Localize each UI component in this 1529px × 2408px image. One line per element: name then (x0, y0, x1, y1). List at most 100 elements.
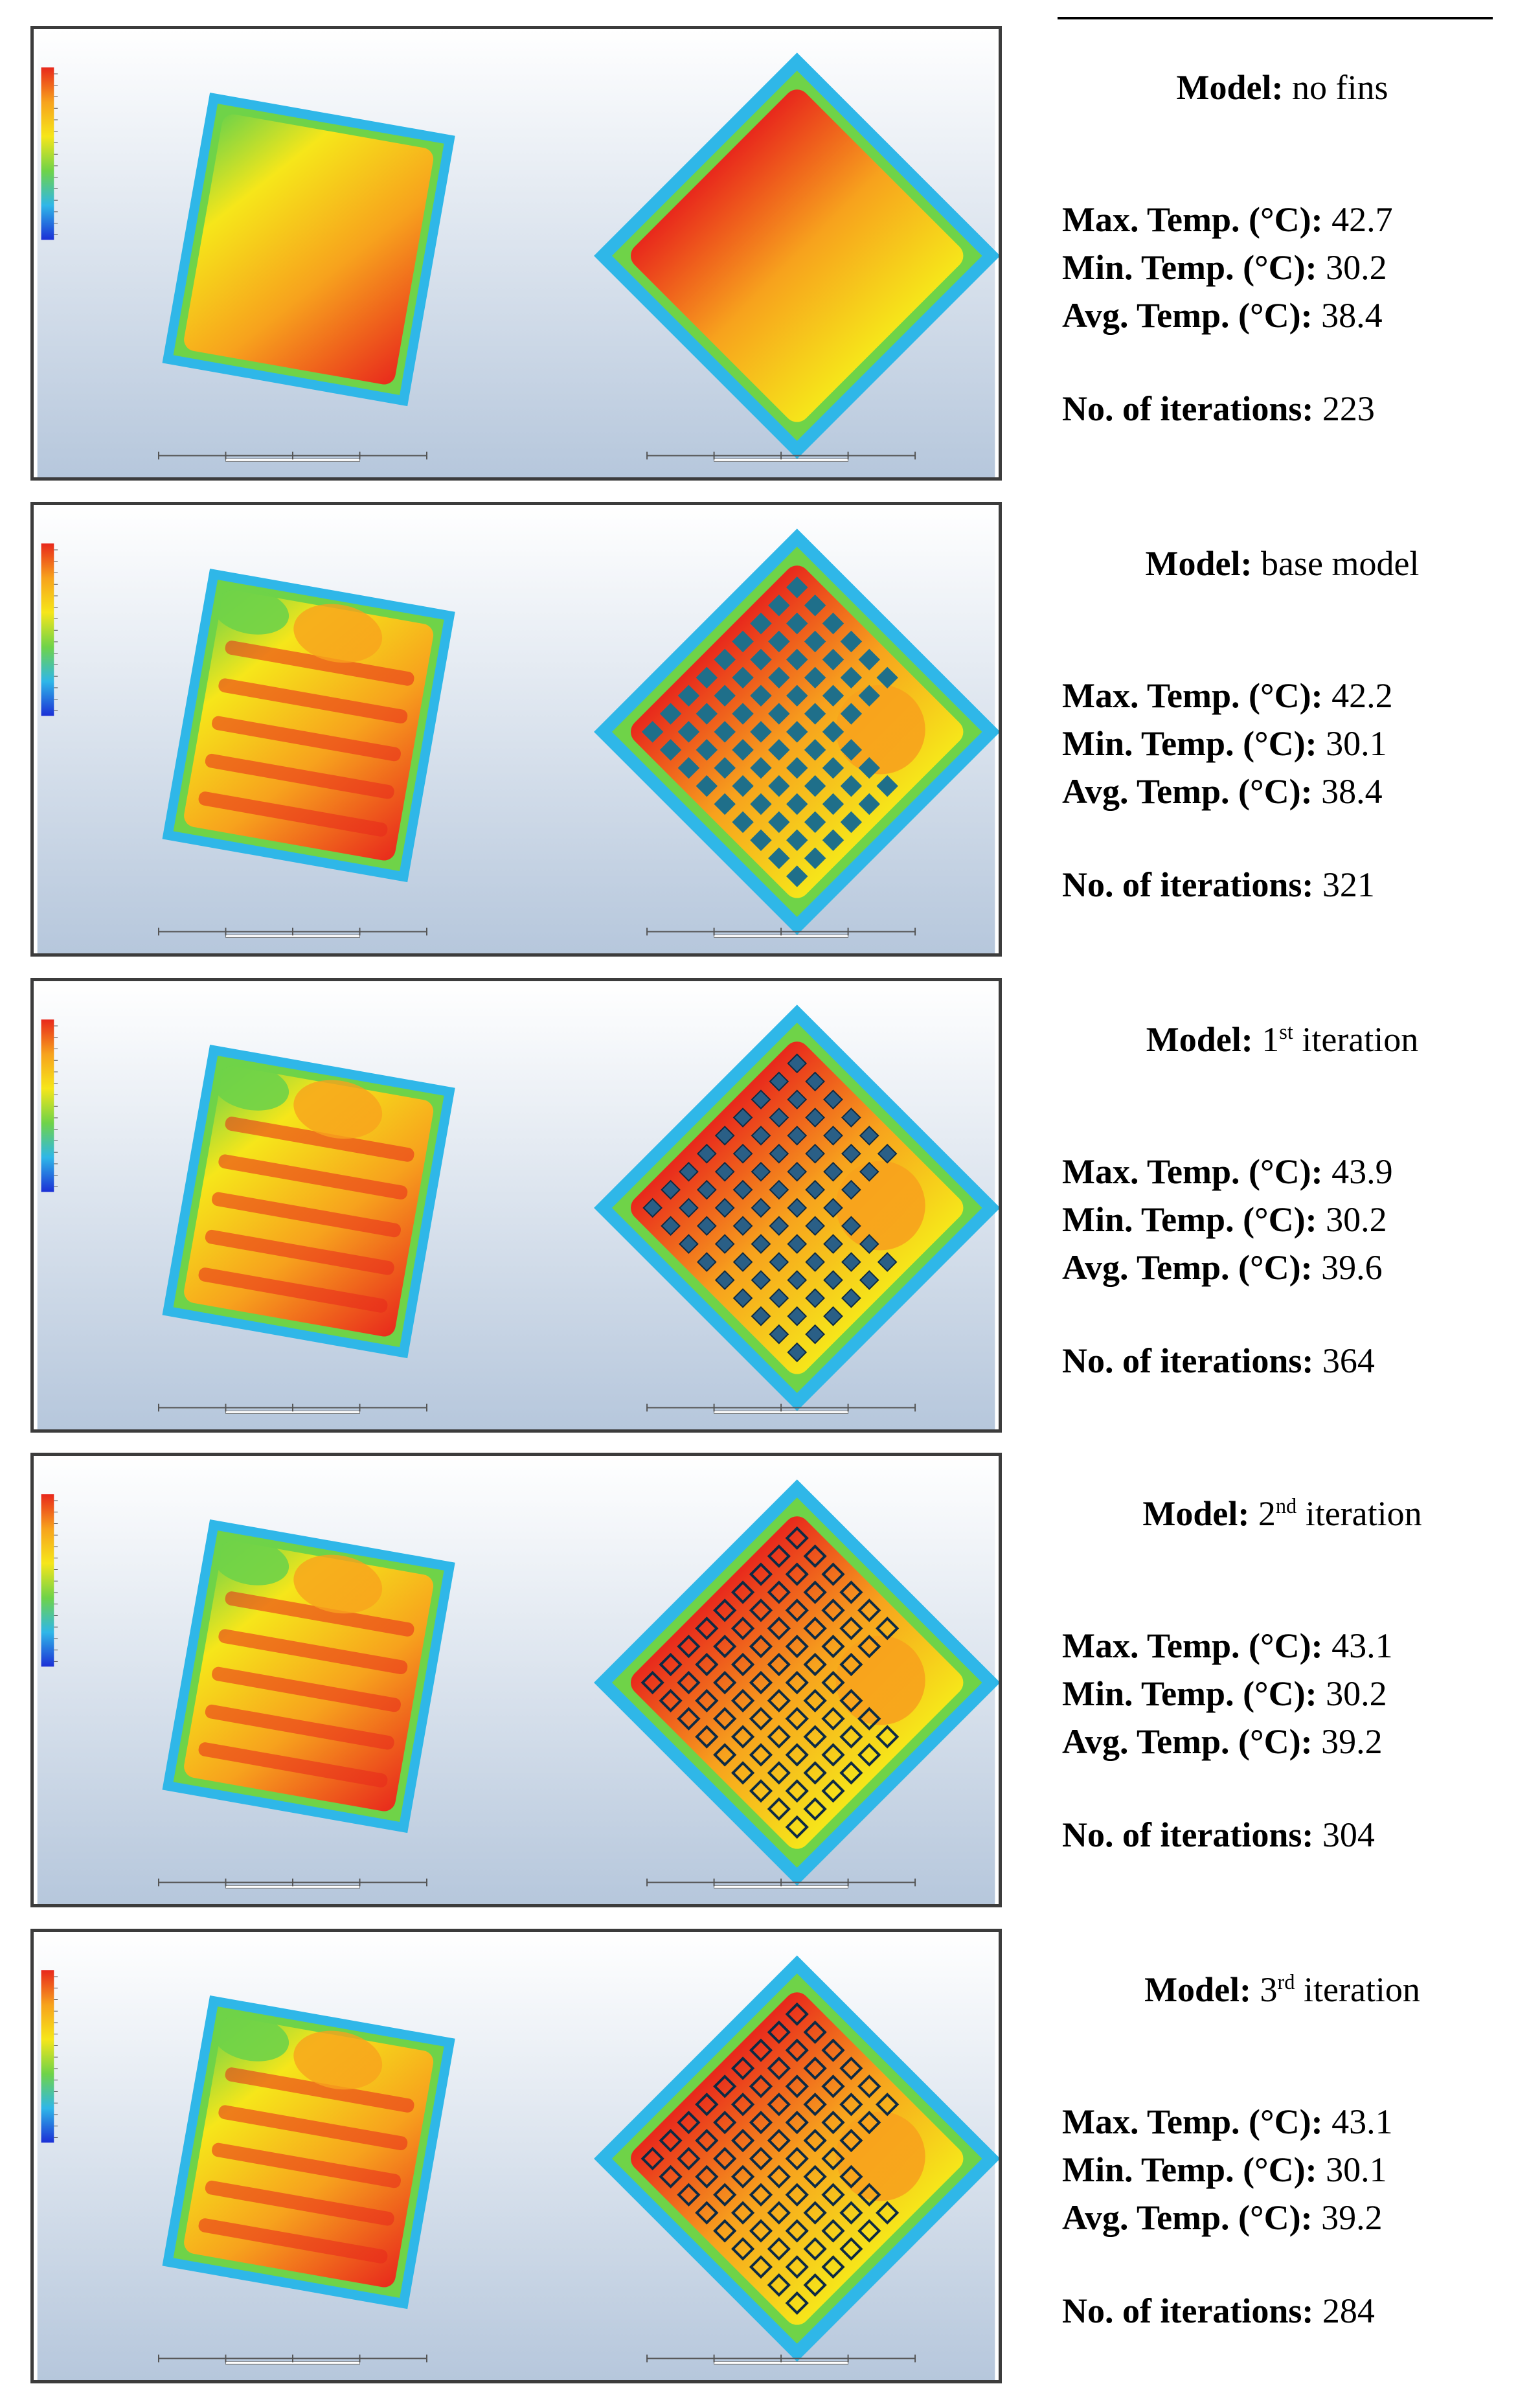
fin (659, 2128, 683, 2153)
fin (803, 1617, 827, 1641)
top-rule (1058, 17, 1493, 19)
left-roof (162, 1519, 455, 1834)
heat-stripe (225, 1117, 414, 1162)
fin (731, 1652, 755, 1677)
fin (823, 1089, 843, 1109)
fin (767, 1544, 791, 1568)
fin (768, 595, 790, 617)
heat-stripe (225, 1591, 414, 1637)
fin (787, 1342, 808, 1363)
color-legend-bar (41, 1970, 54, 2143)
fin (803, 2056, 827, 2080)
max-temp: Max. Temp. (°C): 43.1 (1062, 1626, 1393, 1665)
fin (839, 1725, 863, 1749)
fin (642, 1198, 663, 1218)
fin (839, 2164, 863, 2188)
scale-bar (646, 927, 916, 938)
fin (821, 2219, 845, 2243)
fin (714, 1198, 735, 1218)
cool-spot (212, 1539, 289, 1585)
avg-temp: Avg. Temp. (°C): 39.2 (1062, 2198, 1383, 2237)
fin (731, 2201, 755, 2225)
fin (751, 1161, 771, 1182)
left-roof (162, 568, 455, 883)
fin (767, 2020, 791, 2044)
fin (732, 703, 754, 725)
thermal-plot (37, 981, 999, 1429)
fin (839, 2201, 863, 2225)
fin (823, 1234, 843, 1255)
fin (787, 1161, 808, 1182)
fin (714, 1161, 735, 1182)
fin (803, 2237, 827, 2261)
fin (821, 2183, 845, 2207)
fin (767, 2056, 791, 2080)
fin (661, 1179, 681, 1200)
fin (803, 2273, 827, 2297)
fin (731, 1725, 755, 1749)
thermal-plot (37, 505, 999, 953)
fin (751, 1270, 771, 1290)
fin (803, 1761, 827, 1785)
thermal-panel-1st-iteration (30, 978, 1002, 1433)
heat-stripe (218, 2105, 408, 2151)
fin (767, 2237, 791, 2261)
fin (769, 1252, 789, 1272)
fin (714, 1270, 735, 1290)
fin (821, 1598, 845, 1622)
fin (839, 1761, 863, 1785)
fin (769, 1324, 789, 1345)
fin (713, 1635, 737, 1659)
fin (749, 2255, 773, 2279)
fin (785, 2111, 809, 2135)
fin (805, 1324, 825, 1345)
fin (859, 1161, 879, 1182)
fin (786, 576, 808, 598)
fin (785, 1526, 809, 1550)
fin (876, 2201, 900, 2225)
fin (749, 2111, 773, 2135)
fin (659, 2164, 683, 2188)
min-temp: Min. Temp. (°C): 30.1 (1062, 724, 1387, 763)
fin (749, 2219, 773, 2243)
fin (823, 1161, 843, 1182)
fin (713, 2219, 737, 2243)
fin (767, 1617, 791, 1641)
fin (767, 2201, 791, 2225)
fin (749, 2038, 773, 2062)
fin (803, 1725, 827, 1749)
fin (785, 2183, 809, 2207)
fin (696, 1252, 717, 1272)
fin (751, 1306, 771, 1326)
color-legend-bar (41, 67, 54, 240)
fin (857, 2111, 881, 2135)
fin (877, 1252, 898, 1272)
fin (696, 1143, 717, 1164)
fin (695, 2128, 719, 2153)
fin (695, 2164, 719, 2188)
fin (785, 2002, 809, 2027)
fin (659, 1652, 683, 1677)
fin (767, 2273, 791, 2297)
fin (839, 2237, 863, 2261)
fin (841, 1216, 861, 1236)
fin (731, 1761, 755, 1785)
warm-spot (293, 604, 383, 663)
fin (677, 1635, 701, 1659)
fin (785, 2219, 809, 2243)
fin (713, 1598, 737, 1622)
fin (803, 2093, 827, 2117)
heat-stripe (212, 1192, 401, 1238)
fin (732, 630, 754, 653)
fin (749, 1779, 773, 1803)
fin (787, 1306, 808, 1326)
cool-spot (212, 588, 289, 635)
fin (732, 811, 754, 834)
avg-temp: Avg. Temp. (°C): 38.4 (1062, 296, 1383, 335)
fin (731, 2164, 755, 2188)
fin (805, 1179, 825, 1200)
fin (731, 2093, 755, 2117)
thermal-plot (37, 29, 999, 477)
fin (839, 2056, 863, 2080)
cool-spot (212, 1064, 289, 1111)
